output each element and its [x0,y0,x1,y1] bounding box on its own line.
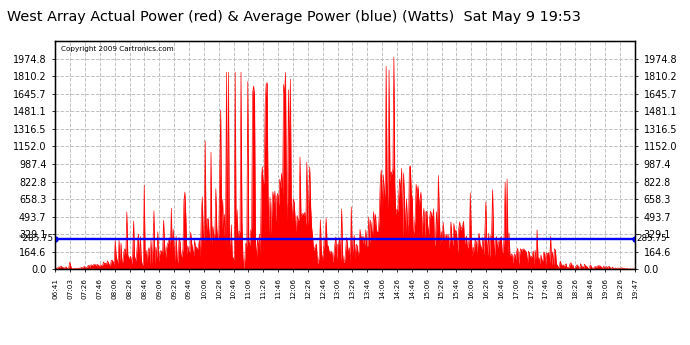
Text: West Array Actual Power (red) & Average Power (blue) (Watts)  Sat May 9 19:53: West Array Actual Power (red) & Average … [7,10,581,24]
Text: Copyright 2009 Cartronics.com: Copyright 2009 Cartronics.com [61,46,174,52]
Text: *285.75: *285.75 [19,234,54,243]
Text: 285.75: 285.75 [636,234,667,243]
